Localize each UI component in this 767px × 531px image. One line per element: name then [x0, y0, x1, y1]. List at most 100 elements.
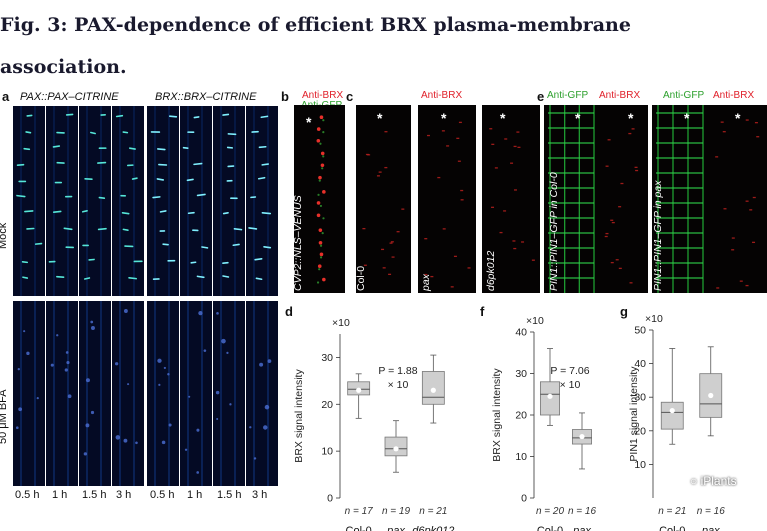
- y-tick-label: 30: [634, 392, 646, 404]
- box-mean: [547, 393, 553, 399]
- micrograph-tile: [147, 106, 179, 296]
- panel-b-channel-brx: Anti-BRX: [302, 90, 344, 101]
- chart-g: g×1031020304050PIN1 signal intensityCol-…: [620, 304, 725, 531]
- polar-signal: [186, 178, 194, 182]
- nucleus-signal: [318, 240, 323, 245]
- gfp-signal: [319, 142, 322, 145]
- nucleus-signal: [316, 213, 321, 218]
- panel-c-side-d6pk012: d6pk012: [485, 250, 497, 291]
- micrograph-tile: [13, 106, 45, 296]
- y-tick-label: 40: [515, 327, 527, 339]
- y-axis-label: BRX signal intensity: [491, 368, 503, 462]
- panel-bce-micrographs: [294, 105, 767, 293]
- polar-signal: [261, 163, 269, 166]
- panel-a-header-brx: BRX::BRX–CITRINE: [155, 91, 257, 103]
- polar-signal: [97, 227, 107, 231]
- timepoint-label: 0.5 h: [15, 489, 40, 501]
- polar-signal: [233, 227, 243, 231]
- polar-signal: [65, 113, 74, 116]
- tile-bg: [356, 105, 411, 293]
- micrograph-tile: [180, 106, 212, 296]
- bfa-body: [158, 383, 161, 386]
- bfa-body: [216, 417, 219, 421]
- box-mean: [579, 433, 585, 440]
- bfa-body: [123, 438, 128, 443]
- panel-e-asterisk: *: [575, 110, 581, 126]
- polar-signal: [90, 131, 96, 135]
- polar-signal: [152, 196, 161, 199]
- y-tick-label: 20: [634, 425, 646, 437]
- polar-signal: [201, 246, 209, 249]
- nucleus-signal: [316, 201, 321, 205]
- y-tick-label: 10: [515, 451, 527, 463]
- p-value-exponent: × 10: [388, 379, 409, 391]
- bfa-body: [90, 326, 95, 331]
- panel-b-side-label: CVP2::NLS–VENUS: [292, 195, 304, 291]
- gfp-signal: [319, 244, 323, 247]
- y-tick-label: 30: [515, 368, 527, 380]
- tile-bg: [13, 106, 45, 296]
- figure-title-line2: association.: [0, 56, 127, 78]
- box-2: [421, 354, 445, 424]
- gfp-signal: [319, 256, 323, 259]
- bfa-body: [56, 334, 59, 337]
- polar-signal: [222, 113, 230, 116]
- figure-body: a PAX::PAX–CITRINE BRX::BRX–CITRINE Mock…: [0, 86, 767, 531]
- bfa-body: [221, 338, 226, 344]
- bfa-body: [267, 359, 272, 363]
- p-value: P = 1.88: [378, 365, 417, 377]
- nucleus-signal: [322, 277, 326, 282]
- nucleus-signal: [316, 138, 321, 143]
- panel-b-side-text: CVP2::NLS–VENUS: [292, 195, 304, 291]
- tile-bg: [13, 301, 45, 486]
- bfa-body: [157, 358, 162, 363]
- tile-bg: [598, 105, 648, 293]
- bfa-body: [196, 428, 200, 432]
- gfp-signal: [322, 119, 325, 122]
- micrograph-tile: [246, 301, 278, 486]
- box-0: [539, 348, 560, 426]
- bfa-body: [66, 360, 70, 365]
- category-label: Col-0: [346, 525, 372, 531]
- gfp-signal: [316, 281, 320, 284]
- n-label: n = 21: [658, 506, 686, 517]
- nucleus-signal: [319, 252, 324, 257]
- box-mean: [669, 408, 675, 414]
- bfa-body: [184, 448, 188, 451]
- micrograph-tile: [213, 106, 245, 296]
- box-mean: [393, 446, 399, 452]
- bfa-body: [64, 368, 68, 372]
- micrograph-tile: [79, 301, 111, 486]
- polar-signal: [260, 115, 269, 119]
- polar-signal: [122, 131, 129, 134]
- tile-bg: [79, 106, 111, 296]
- bfa-body: [85, 378, 90, 383]
- micrograph-tile: [180, 301, 212, 486]
- micrograph-tile: [46, 301, 78, 486]
- watermark: ○ iPlants: [690, 474, 737, 488]
- gfp-signal: [319, 204, 323, 208]
- gfp-signal: [318, 268, 321, 271]
- polar-signal: [222, 261, 229, 264]
- bfa-body: [264, 404, 270, 410]
- chart-f: f×103010203040BRX signal intensityCol-0n…: [480, 304, 596, 531]
- panel-a-label: a: [2, 89, 10, 104]
- timepoint-label: 1 h: [187, 489, 203, 501]
- polar-signal: [187, 211, 195, 215]
- bfa-body: [168, 423, 172, 427]
- polar-signal: [263, 246, 272, 249]
- polar-signal: [258, 145, 267, 149]
- micrograph-tile: [418, 105, 476, 293]
- y-tick-label: 50: [634, 325, 646, 337]
- tile-bg: [46, 106, 78, 296]
- y-tick-label: 0: [521, 493, 527, 505]
- category-label: Col-0: [659, 525, 685, 531]
- bfa-body: [85, 423, 90, 428]
- category-label: Col-0: [537, 525, 563, 531]
- polar-signal: [254, 258, 263, 261]
- bfa-body: [196, 471, 200, 474]
- box-plots: d ×10 30 10 20 30 BRX signal intensity Col-0 n =…: [285, 304, 725, 531]
- panel-a-header-pax: PAX::PAX–CITRINE: [20, 91, 119, 103]
- tile-bg: [147, 106, 179, 296]
- micrograph-tile: [79, 106, 111, 296]
